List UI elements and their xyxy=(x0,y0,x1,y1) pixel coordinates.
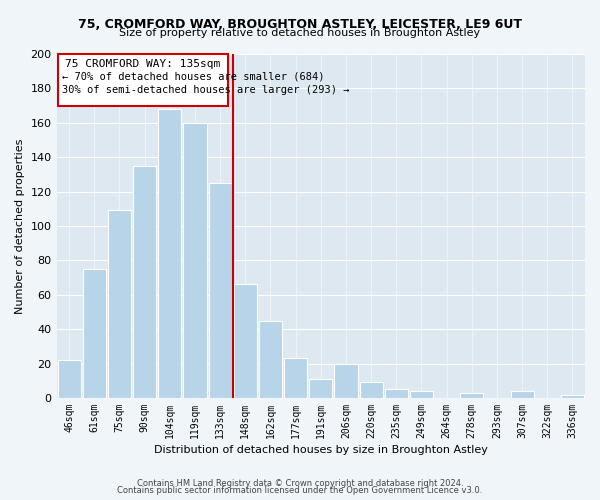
Bar xyxy=(133,166,156,398)
Bar xyxy=(184,123,206,398)
Bar xyxy=(83,269,106,398)
Bar xyxy=(385,390,408,398)
Bar xyxy=(158,109,181,398)
Bar xyxy=(259,320,282,398)
Bar xyxy=(284,358,307,398)
X-axis label: Distribution of detached houses by size in Broughton Astley: Distribution of detached houses by size … xyxy=(154,445,488,455)
Bar xyxy=(234,284,257,398)
Bar xyxy=(460,393,484,398)
Bar xyxy=(410,391,433,398)
Bar xyxy=(511,391,533,398)
Y-axis label: Number of detached properties: Number of detached properties xyxy=(15,138,25,314)
FancyBboxPatch shape xyxy=(58,54,227,106)
Text: 75 CROMFORD WAY: 135sqm: 75 CROMFORD WAY: 135sqm xyxy=(65,59,220,69)
Bar xyxy=(359,382,383,398)
Text: Contains public sector information licensed under the Open Government Licence v3: Contains public sector information licen… xyxy=(118,486,482,495)
Text: 30% of semi-detached houses are larger (293) →: 30% of semi-detached houses are larger (… xyxy=(62,85,349,95)
Bar xyxy=(309,379,332,398)
Bar xyxy=(209,183,232,398)
Bar xyxy=(108,210,131,398)
Text: Size of property relative to detached houses in Broughton Astley: Size of property relative to detached ho… xyxy=(119,28,481,38)
Bar xyxy=(334,364,358,398)
Bar xyxy=(58,360,80,398)
Text: 75, CROMFORD WAY, BROUGHTON ASTLEY, LEICESTER, LE9 6UT: 75, CROMFORD WAY, BROUGHTON ASTLEY, LEIC… xyxy=(78,18,522,30)
Text: ← 70% of detached houses are smaller (684): ← 70% of detached houses are smaller (68… xyxy=(62,71,324,81)
Bar xyxy=(561,394,584,398)
Text: Contains HM Land Registry data © Crown copyright and database right 2024.: Contains HM Land Registry data © Crown c… xyxy=(137,478,463,488)
